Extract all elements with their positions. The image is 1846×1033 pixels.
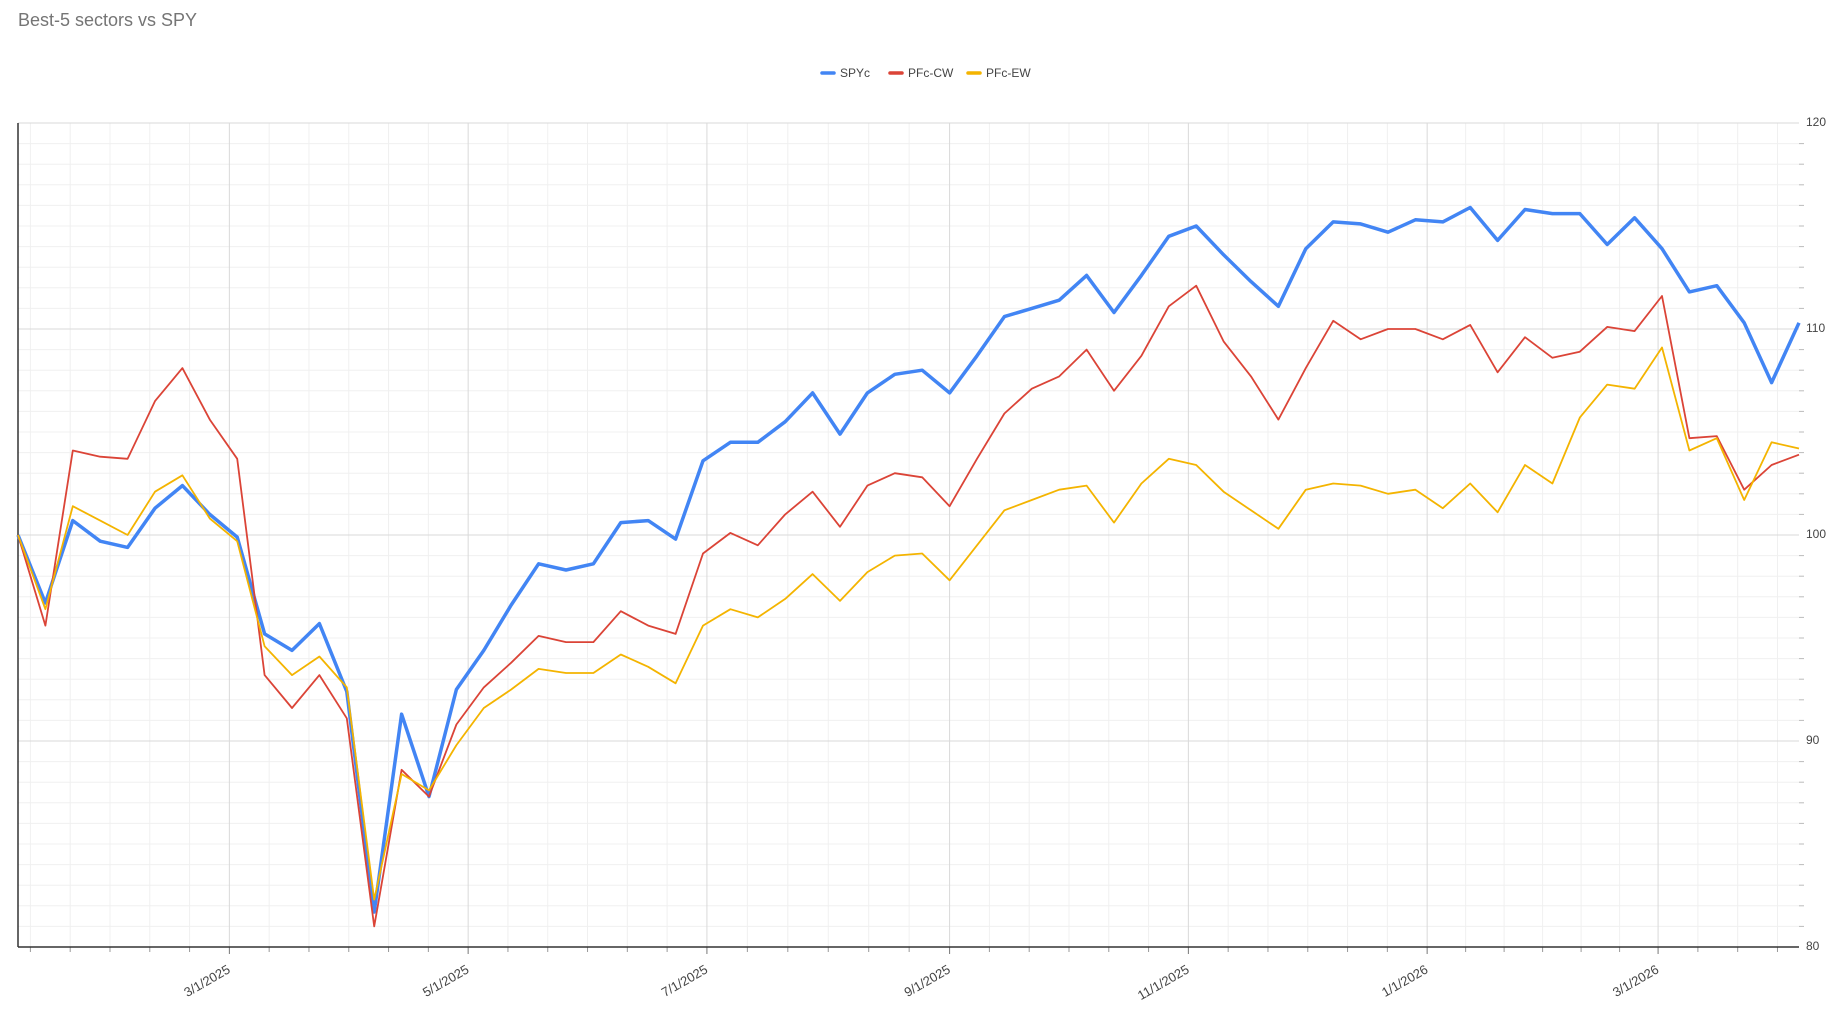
x-tick-label: 3/1/2025 bbox=[181, 962, 232, 1000]
y-tick-label: 110 bbox=[1806, 321, 1825, 335]
series-line bbox=[17, 346, 1800, 901]
legend-label: PFc-EW bbox=[986, 66, 1031, 80]
legend-label: PFc-CW bbox=[908, 66, 954, 80]
x-tick-label: 7/1/2025 bbox=[659, 962, 710, 1000]
y-tick-label: 100 bbox=[1806, 527, 1826, 541]
x-tick-label: 9/1/2025 bbox=[901, 962, 952, 1000]
series-line bbox=[16, 205, 1801, 914]
legend-label: SPYc bbox=[840, 66, 870, 80]
x-tick-label: 5/1/2025 bbox=[420, 962, 471, 1000]
x-tick-label: 11/1/2025 bbox=[1135, 962, 1192, 1003]
chart-title: Best-5 sectors vs SPY bbox=[18, 10, 197, 30]
y-tick-label: 90 bbox=[1806, 733, 1820, 747]
x-tick-label: 3/1/2026 bbox=[1610, 962, 1661, 1000]
y-tick-label: 80 bbox=[1806, 939, 1820, 953]
series-line bbox=[17, 284, 1800, 928]
y-tick-label: 120 bbox=[1806, 115, 1826, 129]
x-tick-label: 1/1/2026 bbox=[1379, 962, 1430, 1000]
